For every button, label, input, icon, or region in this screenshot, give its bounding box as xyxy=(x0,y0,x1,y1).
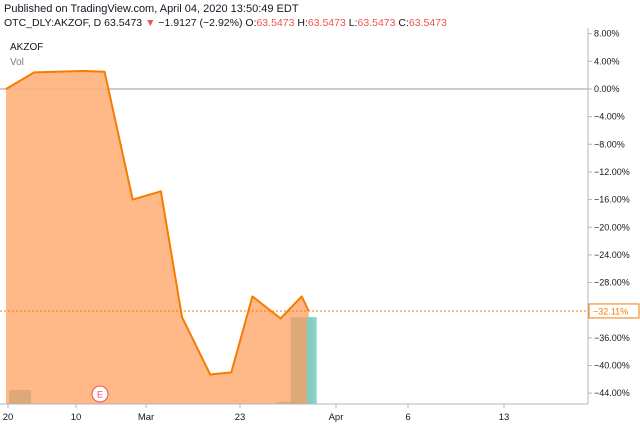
high-value: 63.5473 xyxy=(307,17,346,29)
y-tick-label-6: −16.00% xyxy=(594,195,630,205)
symbol-line: OTC_DLY:AKZOF, D 63.5473 ▼ −1.9127 (−2.9… xyxy=(4,16,447,30)
last-price: 63.5473 xyxy=(104,17,143,29)
high-label: H: xyxy=(297,17,308,29)
y-tick-label-5: −12.00% xyxy=(594,167,630,177)
chart-header: Published on TradingView.com, April 04, … xyxy=(4,2,447,30)
earnings-marker-icon xyxy=(91,385,109,403)
chart-legend: AKZOF Vol xyxy=(10,40,43,70)
legend-ticker: AKZOF xyxy=(10,42,44,53)
y-tick-label-13: −44.00% xyxy=(594,388,630,398)
open-label: O: xyxy=(245,17,257,29)
close-value: 63.5473 xyxy=(408,17,447,29)
y-tick-label-11: −36.00% xyxy=(594,333,630,343)
y-tick-label-12: −40.00% xyxy=(594,361,630,371)
last-value-label: −32.11% xyxy=(593,306,628,316)
y-tick-label-7: −20.00% xyxy=(594,222,630,232)
y-tick-label-2: 0.00% xyxy=(594,84,620,94)
price-change: −1.9127 (−2.92%) xyxy=(158,17,243,29)
last-value-badge xyxy=(588,303,640,319)
y-tick-label-1: 4.00% xyxy=(594,56,620,66)
x-tick-label-6: 13 xyxy=(499,412,510,423)
x-tick-label-2: Mar xyxy=(138,412,154,423)
close-label: C: xyxy=(398,17,409,29)
earnings-marker-label: E xyxy=(97,390,103,400)
volume-bar-0 xyxy=(9,390,32,404)
x-tick-label-0: 20 xyxy=(3,412,14,423)
y-tick-label-3: −4.00% xyxy=(594,112,625,122)
series-line xyxy=(5,70,310,376)
volume-bar-1 xyxy=(276,401,299,404)
down-arrow-icon: ▼ xyxy=(145,17,156,29)
x-tick-label-4: Apr xyxy=(329,412,344,423)
low-value: 63.5473 xyxy=(357,17,396,29)
y-tick-label-0: 8.00% xyxy=(594,29,620,39)
x-tick-label-5: 6 xyxy=(405,412,410,423)
series-area xyxy=(6,71,309,404)
volume-bar-3 xyxy=(306,317,317,404)
x-tick-label-1: 10 xyxy=(71,412,82,423)
y-tick-label-8: −24.00% xyxy=(594,250,630,260)
low-label: L: xyxy=(348,17,358,29)
published-line: Published on TradingView.com, April 04, … xyxy=(4,3,299,15)
y-tick-label-4: −8.00% xyxy=(594,139,625,149)
symbol-name: OTC_DLY:AKZOF, D xyxy=(4,17,102,29)
legend-vol: Vol xyxy=(10,57,24,68)
open-value: 63.5473 xyxy=(256,17,295,29)
x-tick-label-3: 23 xyxy=(235,412,246,423)
y-tick-label-9: −28.00% xyxy=(594,278,630,288)
